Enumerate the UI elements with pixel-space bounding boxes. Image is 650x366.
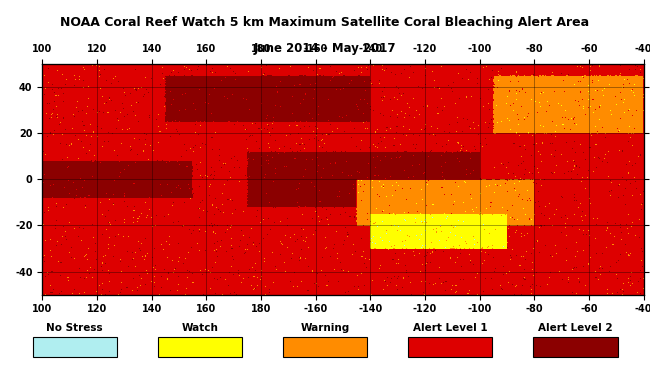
- Text: No Stress: No Stress: [46, 323, 103, 333]
- Text: Watch: Watch: [181, 323, 218, 333]
- Text: Alert Level 1: Alert Level 1: [413, 323, 488, 333]
- Text: NOAA Coral Reef Watch 5 km Maximum Satellite Coral Bleaching Alert Area: NOAA Coral Reef Watch 5 km Maximum Satel…: [60, 16, 590, 30]
- Text: Warning: Warning: [300, 323, 350, 333]
- Text: Alert Level 2: Alert Level 2: [538, 323, 612, 333]
- Text: June 2014 - May 2017: June 2014 - May 2017: [254, 42, 396, 55]
